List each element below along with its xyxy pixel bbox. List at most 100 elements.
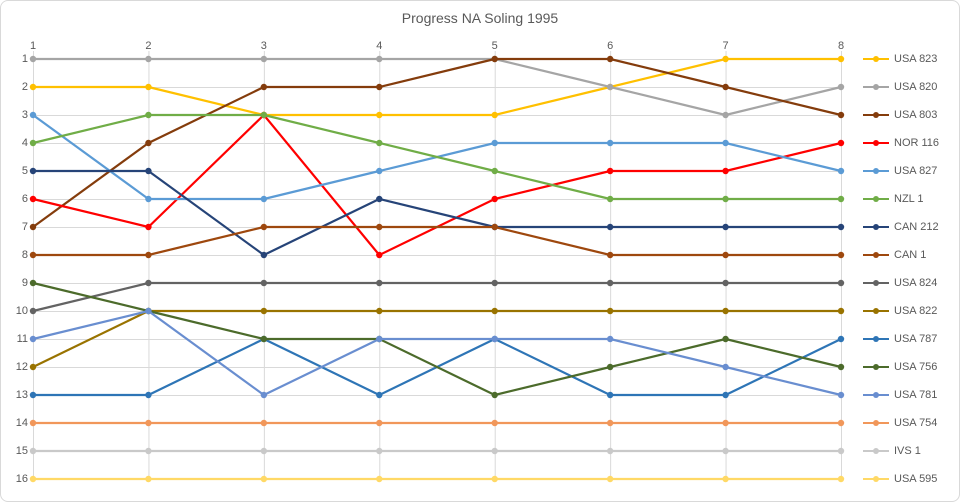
data-point-marker (29, 391, 37, 399)
legend-swatch-icon (863, 307, 889, 315)
data-point-marker (491, 111, 498, 119)
data-point-marker (606, 55, 614, 63)
legend-marker-icon (873, 308, 879, 314)
data-point-marker (260, 447, 268, 455)
legend-marker-icon (873, 336, 879, 342)
y-tick-label: 3 (21, 109, 28, 121)
legend-item-usa-820: USA 820 (863, 80, 937, 94)
legend-swatch-icon (863, 55, 889, 63)
legend-item-usa-756: USA 756 (863, 360, 937, 374)
data-point-marker (606, 447, 614, 455)
data-point-marker (837, 139, 845, 147)
legend-label: NZL 1 (894, 193, 924, 205)
y-tick-label: 5 (21, 165, 28, 177)
legend-item-usa-823: USA 823 (863, 52, 937, 66)
legend-item-usa-595: USA 595 (863, 472, 937, 486)
data-point-marker (260, 55, 268, 63)
data-point-marker (376, 447, 383, 455)
data-point-marker (491, 55, 498, 63)
legend-swatch-icon (863, 251, 889, 259)
y-tick-label: 8 (21, 249, 28, 261)
x-tick-label: 5 (491, 40, 498, 52)
y-tick-label: 12 (15, 361, 28, 373)
data-point-marker (376, 279, 383, 287)
data-point-marker (491, 167, 498, 175)
data-point-marker (606, 251, 614, 259)
data-point-marker (837, 363, 845, 371)
y-tick-label: 11 (16, 333, 28, 345)
data-point-marker (29, 307, 37, 315)
data-point-marker (606, 419, 614, 427)
data-point-marker (491, 195, 498, 203)
legend-label: CAN 1 (894, 249, 927, 261)
data-point-marker (376, 251, 383, 259)
series-usa-822 (29, 307, 845, 371)
data-point-marker (837, 391, 845, 399)
data-point-marker (606, 195, 614, 203)
y-tick-label: 4 (21, 137, 28, 149)
data-point-marker (260, 391, 268, 399)
data-point-marker (491, 475, 498, 483)
data-point-marker (837, 447, 845, 455)
data-point-marker (837, 111, 845, 119)
legend-swatch-icon (863, 279, 889, 287)
series-usa-824 (29, 279, 845, 315)
data-point-marker (29, 111, 37, 119)
data-point-marker (29, 447, 37, 455)
legend-marker-icon (873, 196, 879, 202)
data-point-marker (491, 279, 498, 287)
y-tick-label: 2 (21, 81, 28, 93)
data-point-marker (145, 55, 152, 63)
data-point-marker (29, 83, 37, 91)
legend-label: CAN 212 (894, 221, 939, 233)
legend-item-usa-781: USA 781 (863, 388, 937, 402)
legend-label: USA 823 (894, 53, 938, 65)
series-nor-116 (29, 111, 845, 259)
legend-label: USA 754 (894, 417, 938, 429)
legend-marker-icon (873, 252, 879, 258)
y-tick-label: 9 (21, 277, 28, 289)
data-point-marker (260, 251, 268, 259)
data-point-marker (29, 419, 37, 427)
x-tick-label: 8 (837, 40, 845, 52)
legend-swatch-icon (863, 363, 889, 371)
legend-label: USA 822 (894, 305, 938, 317)
data-point-marker (145, 111, 152, 119)
legend-marker-icon (873, 112, 879, 118)
legend-item-ivs-1: IVS 1 (863, 444, 921, 458)
data-point-marker (29, 195, 37, 203)
legend-marker-icon (873, 448, 879, 454)
data-point-marker (29, 139, 37, 147)
series-ivs-1 (29, 447, 845, 455)
data-point-marker (260, 223, 268, 231)
data-point-marker (722, 251, 729, 259)
series-line-usa-756 (31, 281, 843, 397)
x-tick-label: 7 (722, 40, 729, 52)
series-can-1 (29, 223, 845, 259)
data-point-marker (260, 307, 268, 315)
data-point-marker (145, 391, 152, 399)
data-point-marker (491, 419, 498, 427)
data-point-marker (837, 195, 845, 203)
series-usa-754 (29, 419, 845, 427)
legend-swatch-icon (863, 223, 889, 231)
legend-label: USA 787 (894, 333, 938, 345)
data-point-marker (29, 363, 37, 371)
series-line-nzl-1 (31, 113, 843, 201)
data-point-marker (376, 419, 383, 427)
y-tick-label: 10 (15, 305, 28, 317)
data-point-marker (491, 307, 498, 315)
legend-item-nzl-1: NZL 1 (863, 192, 924, 206)
data-point-marker (260, 195, 268, 203)
legend-item-usa-824: USA 824 (863, 276, 937, 290)
legend-swatch-icon (863, 335, 889, 343)
data-point-marker (606, 139, 614, 147)
series-usa-803 (29, 55, 845, 231)
y-tick-label: 13 (15, 389, 28, 401)
data-point-marker (145, 139, 152, 147)
data-point-marker (145, 83, 152, 91)
legend-swatch-icon (863, 391, 889, 399)
data-point-marker (722, 139, 729, 147)
y-tick-label: 1 (21, 53, 28, 65)
data-point-marker (376, 55, 383, 63)
